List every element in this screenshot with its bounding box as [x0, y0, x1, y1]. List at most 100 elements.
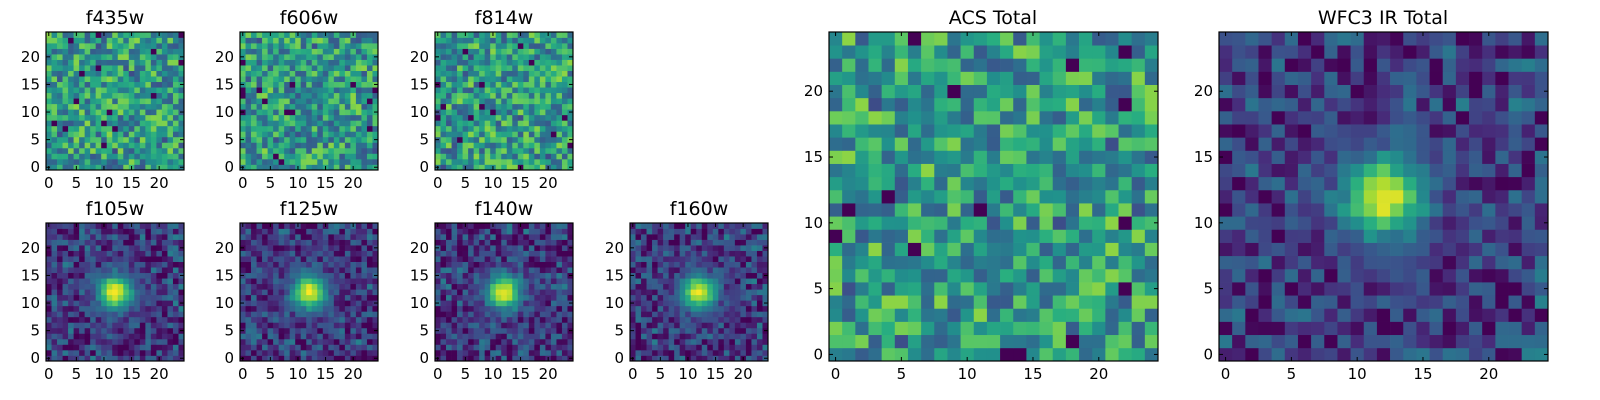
heatmap-cell [479, 103, 486, 110]
heatmap-cell [62, 327, 69, 334]
heatmap-cell [317, 48, 324, 55]
heatmap-cell [729, 283, 736, 290]
heatmap-cell [490, 54, 497, 60]
heatmap-cell [517, 48, 524, 55]
heatmap-cell [361, 109, 368, 116]
heatmap-cell [646, 267, 653, 274]
heatmap-cell [506, 103, 513, 110]
heatmap-cell [550, 327, 557, 334]
heatmap-cell [473, 327, 480, 334]
heatmap-cell [646, 294, 653, 301]
heatmap-cell [333, 54, 340, 60]
heatmap-cell [545, 158, 552, 165]
heatmap-cell [1079, 334, 1093, 349]
heatmap-cell [90, 142, 97, 149]
heatmap-cell [756, 267, 763, 274]
heatmap-cell [333, 103, 340, 110]
heatmap-cell [751, 267, 758, 274]
heatmap-cell [734, 305, 741, 312]
heatmap-cell [495, 327, 502, 334]
heatmap-cell [295, 267, 302, 274]
heatmap-cell [251, 164, 257, 171]
heatmap-cell [641, 234, 647, 240]
heatmap-cell [161, 164, 168, 171]
heatmap-cell [79, 142, 85, 149]
heatmap-cell [372, 131, 379, 138]
heatmap-cell [501, 48, 508, 55]
heatmap-cell [156, 245, 163, 251]
heatmap-cell [328, 125, 335, 132]
heatmap-cell [652, 283, 658, 290]
heatmap-cell [57, 327, 63, 334]
heatmap-cell [62, 267, 69, 274]
heatmap-cell [1118, 203, 1133, 217]
heatmap-cell [490, 349, 497, 356]
heatmap-cell [112, 305, 119, 312]
heatmap-cell [495, 272, 502, 279]
heatmap-cell [690, 223, 697, 229]
heatmap-cell [62, 300, 69, 307]
x-tick-label: 10 [94, 365, 113, 383]
heatmap-cell [344, 32, 351, 38]
heatmap-cell [462, 338, 469, 345]
heatmap-cell [868, 229, 882, 243]
heatmap-cell [473, 136, 480, 143]
heatmap-cell [366, 327, 373, 334]
heatmap-cell [734, 239, 741, 246]
heatmap-cell [95, 158, 102, 165]
heatmap-cell [134, 333, 141, 340]
heatmap-cell [245, 76, 252, 83]
heatmap-cell [528, 355, 535, 362]
heatmap-cell [57, 76, 63, 83]
heatmap-cell [278, 120, 285, 127]
heatmap-cell [57, 32, 63, 38]
heatmap-cell [90, 322, 97, 329]
heatmap-cell [561, 43, 568, 49]
heatmap-cell [723, 311, 730, 318]
heatmap-cell [311, 283, 318, 290]
heatmap-cell [322, 333, 329, 340]
heatmap-cell [317, 98, 324, 105]
heatmap-cell [762, 278, 769, 285]
heatmap-cell [51, 261, 58, 268]
heatmap-cell [262, 65, 268, 71]
heatmap-cell [440, 136, 447, 143]
heatmap-cell [440, 250, 447, 257]
heatmap-cell [435, 344, 441, 351]
heatmap-cell [112, 98, 119, 105]
heatmap-cell [139, 70, 146, 77]
heatmap-cell [366, 289, 373, 296]
heatmap-cell [528, 125, 535, 132]
heatmap-cell [556, 65, 563, 71]
heatmap-cell [473, 256, 480, 262]
heatmap-cell [701, 322, 708, 329]
heatmap-cell [668, 234, 675, 240]
heatmap-cell [512, 92, 519, 99]
heatmap-cell [117, 48, 124, 55]
heatmap-cell [355, 92, 362, 99]
heatmap-cell [95, 109, 102, 116]
heatmap-cell [161, 355, 168, 362]
heatmap-cell [495, 153, 502, 160]
heatmap-cell [251, 43, 257, 49]
heatmap-cell [490, 153, 497, 160]
heatmap-cell [674, 239, 681, 246]
heatmap-cell [701, 349, 708, 356]
heatmap-cell [84, 32, 91, 38]
heatmap-cell [657, 294, 664, 301]
heatmap-cell [57, 147, 63, 154]
heatmap-cell [690, 278, 697, 285]
heatmap-cell [46, 125, 52, 132]
heatmap-cell [262, 43, 268, 49]
heatmap-cell [245, 305, 252, 312]
heatmap-cell [306, 158, 313, 165]
heatmap-cell [512, 338, 519, 345]
heatmap-cell [289, 48, 296, 55]
heatmap-cell [652, 245, 658, 251]
heatmap-cell [751, 327, 758, 334]
heatmap-cell [117, 300, 124, 307]
heatmap-cell [117, 355, 124, 362]
heatmap-cell [457, 92, 463, 99]
heatmap-cell [372, 92, 379, 99]
heatmap-cell [745, 256, 752, 262]
